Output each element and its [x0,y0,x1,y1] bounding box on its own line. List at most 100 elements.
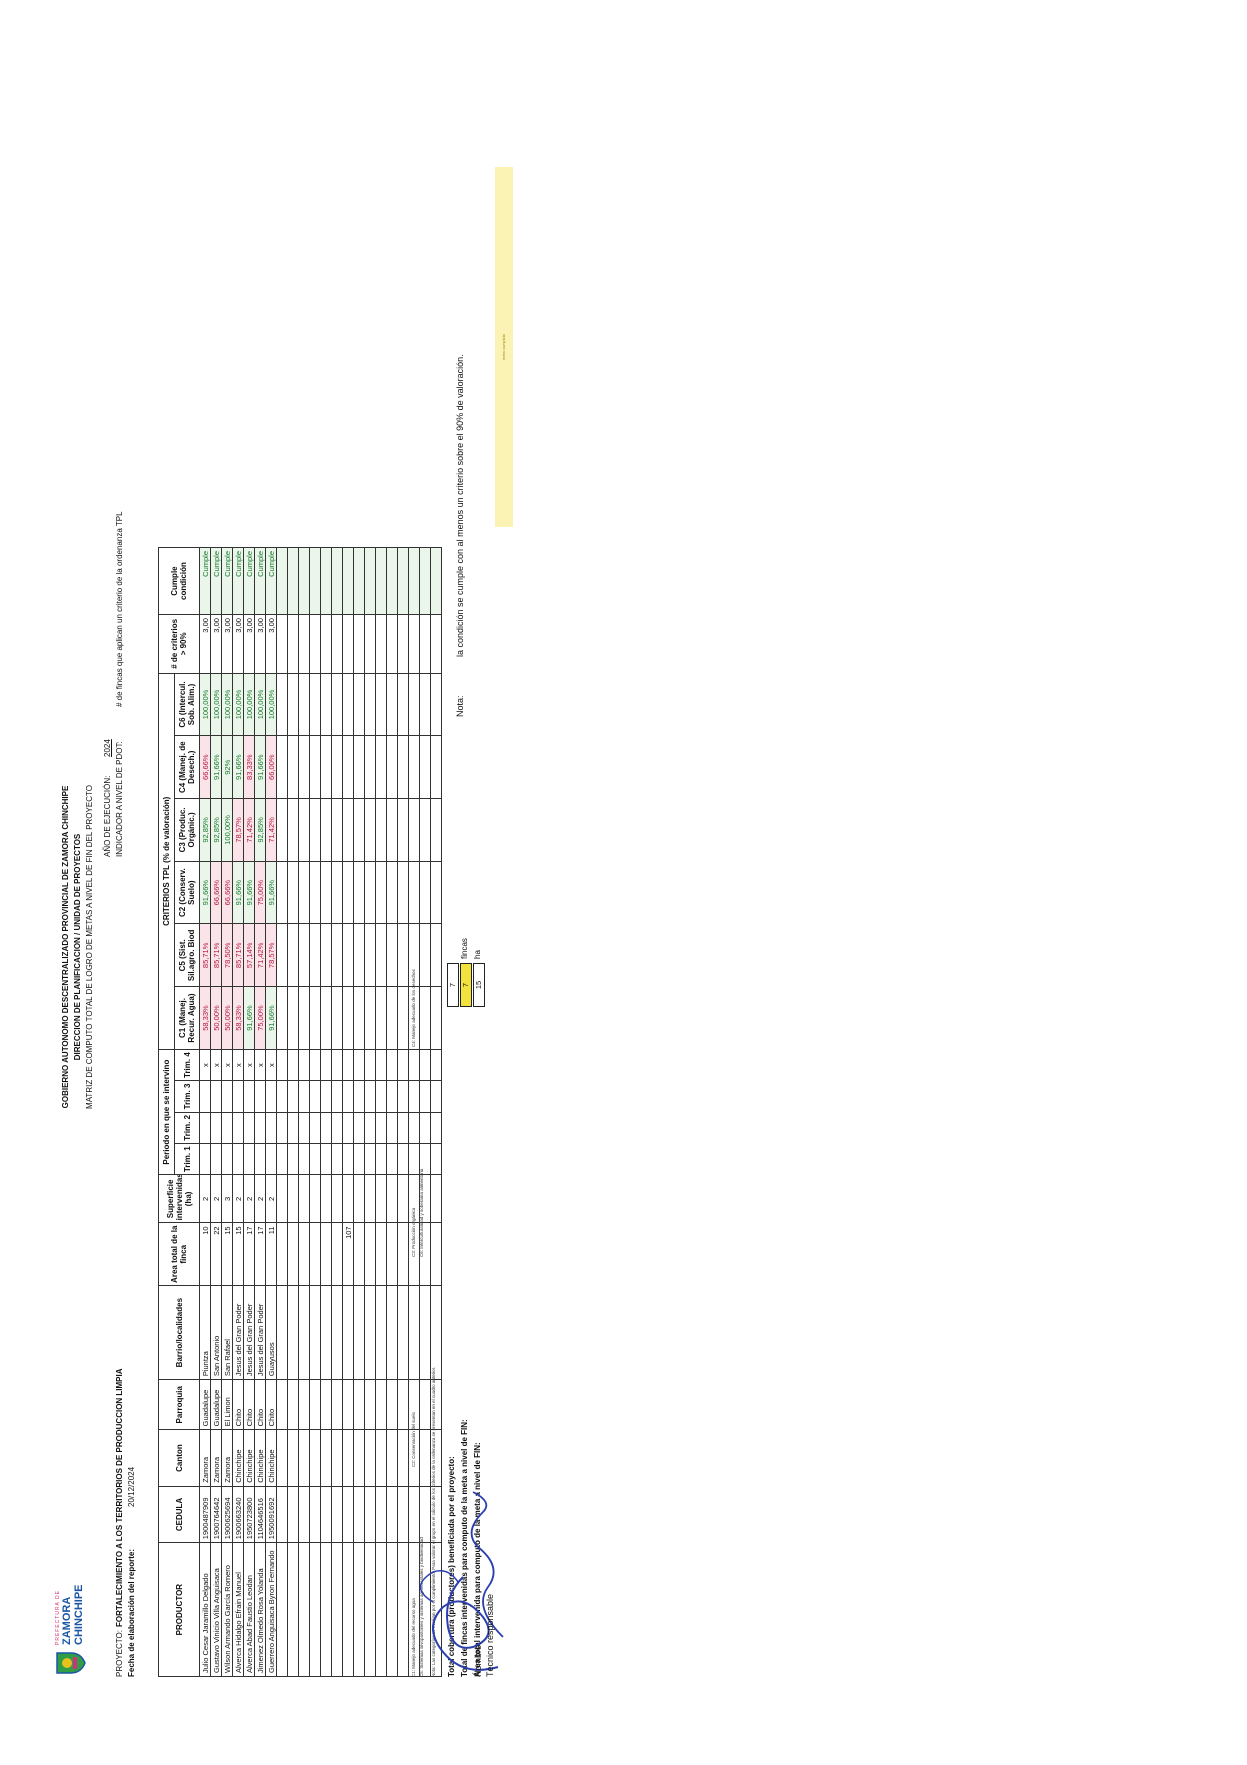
cell-c3 [298,798,310,862]
cell-c5 [342,923,354,987]
cell-t2 [375,1112,387,1144]
cell-sup: 2 [199,1174,211,1223]
cell-c2 [287,861,299,924]
th-c6: C6 (Intercul. Sob. Alim.) [174,673,200,736]
cell-parroquia: Chito [265,1379,277,1430]
cell-c2 [342,861,354,924]
table-row [386,547,398,1677]
cell-t1 [221,1143,233,1175]
table-row: Alverca Abad Faustio Leodan 1950723800 Chi… [243,547,255,1677]
cell-canton: Chinchipe [243,1429,255,1487]
cell-parroquia [419,1379,431,1430]
cell-t3 [287,1080,299,1113]
cell-t4 [408,1049,420,1081]
cell-t4: x [232,1049,244,1081]
cell-t1 [265,1143,277,1175]
cell-parroquia [375,1379,387,1430]
cell-t3 [364,1080,376,1113]
cell-t2 [287,1112,299,1144]
cell-t4 [342,1049,354,1081]
cell-cedula: 1900625694 [221,1486,233,1543]
cell-c2 [353,861,365,924]
cell-c6: 100,00% [210,673,222,736]
table-row: Jimenez Olmedo Rosa Yolanda 1104646516 Chi… [254,547,266,1677]
cell-area [386,1222,398,1286]
cell-c2: 75,00% [254,861,266,924]
cell-n: 3,00 [232,614,244,674]
cell-c5: 78,57% [265,923,277,987]
cell-t3 [397,1080,409,1113]
cell-t2 [320,1112,332,1144]
cell-n [353,614,365,674]
cell-cumple: Cumple [232,547,244,615]
cell-c3 [353,798,365,862]
cell-c4 [364,735,376,799]
nota-label: Nota: [455,695,465,717]
cell-area: 22 [210,1222,222,1286]
cell-c4: 91,66% [254,735,266,799]
cell-c3 [375,798,387,862]
cell-c2 [430,861,442,924]
handwritten-signature [419,1491,504,1671]
cell-area [375,1222,387,1286]
cell-canton [386,1429,398,1487]
cell-n: 3,00 [254,614,266,674]
th-cedula: CEDULA [158,1486,200,1543]
cell-productor [342,1542,354,1677]
table-row: Alverca Hidalgo Efrain Manuel 1900663240 C… [232,547,244,1677]
cell-canton [364,1429,376,1487]
cell-c2 [375,861,387,924]
cell-cedula: 1950091692 [265,1486,277,1543]
cell-c5: 85,71% [199,923,211,987]
anio-label: AÑO DE EJECUCIÓN: [103,775,112,857]
cell-t2 [342,1112,354,1144]
cell-n: 3,00 [221,614,233,674]
th-area: Area total de la finca [158,1222,200,1286]
cell-barrio: Jesus del Gran Poder [232,1285,244,1380]
th-periodo: Periodo en que se intervino [158,1049,175,1175]
cell-cedula: 1104646516 [254,1486,266,1543]
cell-sup [397,1174,409,1223]
cell-t4 [309,1049,321,1081]
cell-parroquia: Chito [232,1379,244,1430]
cell-c5 [287,923,299,987]
cell-sup [331,1174,343,1223]
cell-productor: Julio Cesar Jaramillo Delgado [199,1542,211,1677]
cell-area: 15 [221,1222,233,1286]
cell-c3: 92,85% [199,798,211,862]
cell-c4 [386,735,398,799]
cell-productor [375,1542,387,1677]
cell-c4: 66,00% [265,735,277,799]
cell-cedula: 1900487909 [199,1486,211,1543]
cell-productor [287,1542,299,1677]
cell-parroquia [320,1379,332,1430]
cell-area: 10 [199,1222,211,1286]
cell-c1 [375,986,387,1050]
cell-c2: 66,66% [210,861,222,924]
cell-t2 [276,1112,288,1144]
cell-t3 [210,1080,222,1113]
cell-c2 [364,861,376,924]
cell-c4: 91,66% [232,735,244,799]
cell-sup: 2 [243,1174,255,1223]
cell-n: 3,00 [243,614,255,674]
cell-cumple [397,547,409,615]
cell-c2: 91,66% [199,861,211,924]
cell-t4 [298,1049,310,1081]
cell-cumple [276,547,288,615]
cell-c3: 100,00% [221,798,233,862]
cell-cedula [320,1486,332,1543]
table-row: Julio Cesar Jaramillo Delgado 1900487909 Z… [199,547,211,1677]
cell-t3 [276,1080,288,1113]
cell-c6: 100,00% [199,673,211,736]
th-c2: C2 (Conserv. Suelo) [174,861,200,924]
cell-c4 [287,735,299,799]
cell-c4 [353,735,365,799]
cell-c3: 92,85% [254,798,266,862]
cell-cumple [287,547,299,615]
legend-c4: C4: Manejo adecuado de los desechos [411,969,416,1047]
cell-t4 [353,1049,365,1081]
cell-productor [276,1542,288,1677]
table-row: Wilson Armando García Romero 1900625694 Za… [221,547,233,1677]
table-row [320,547,332,1677]
